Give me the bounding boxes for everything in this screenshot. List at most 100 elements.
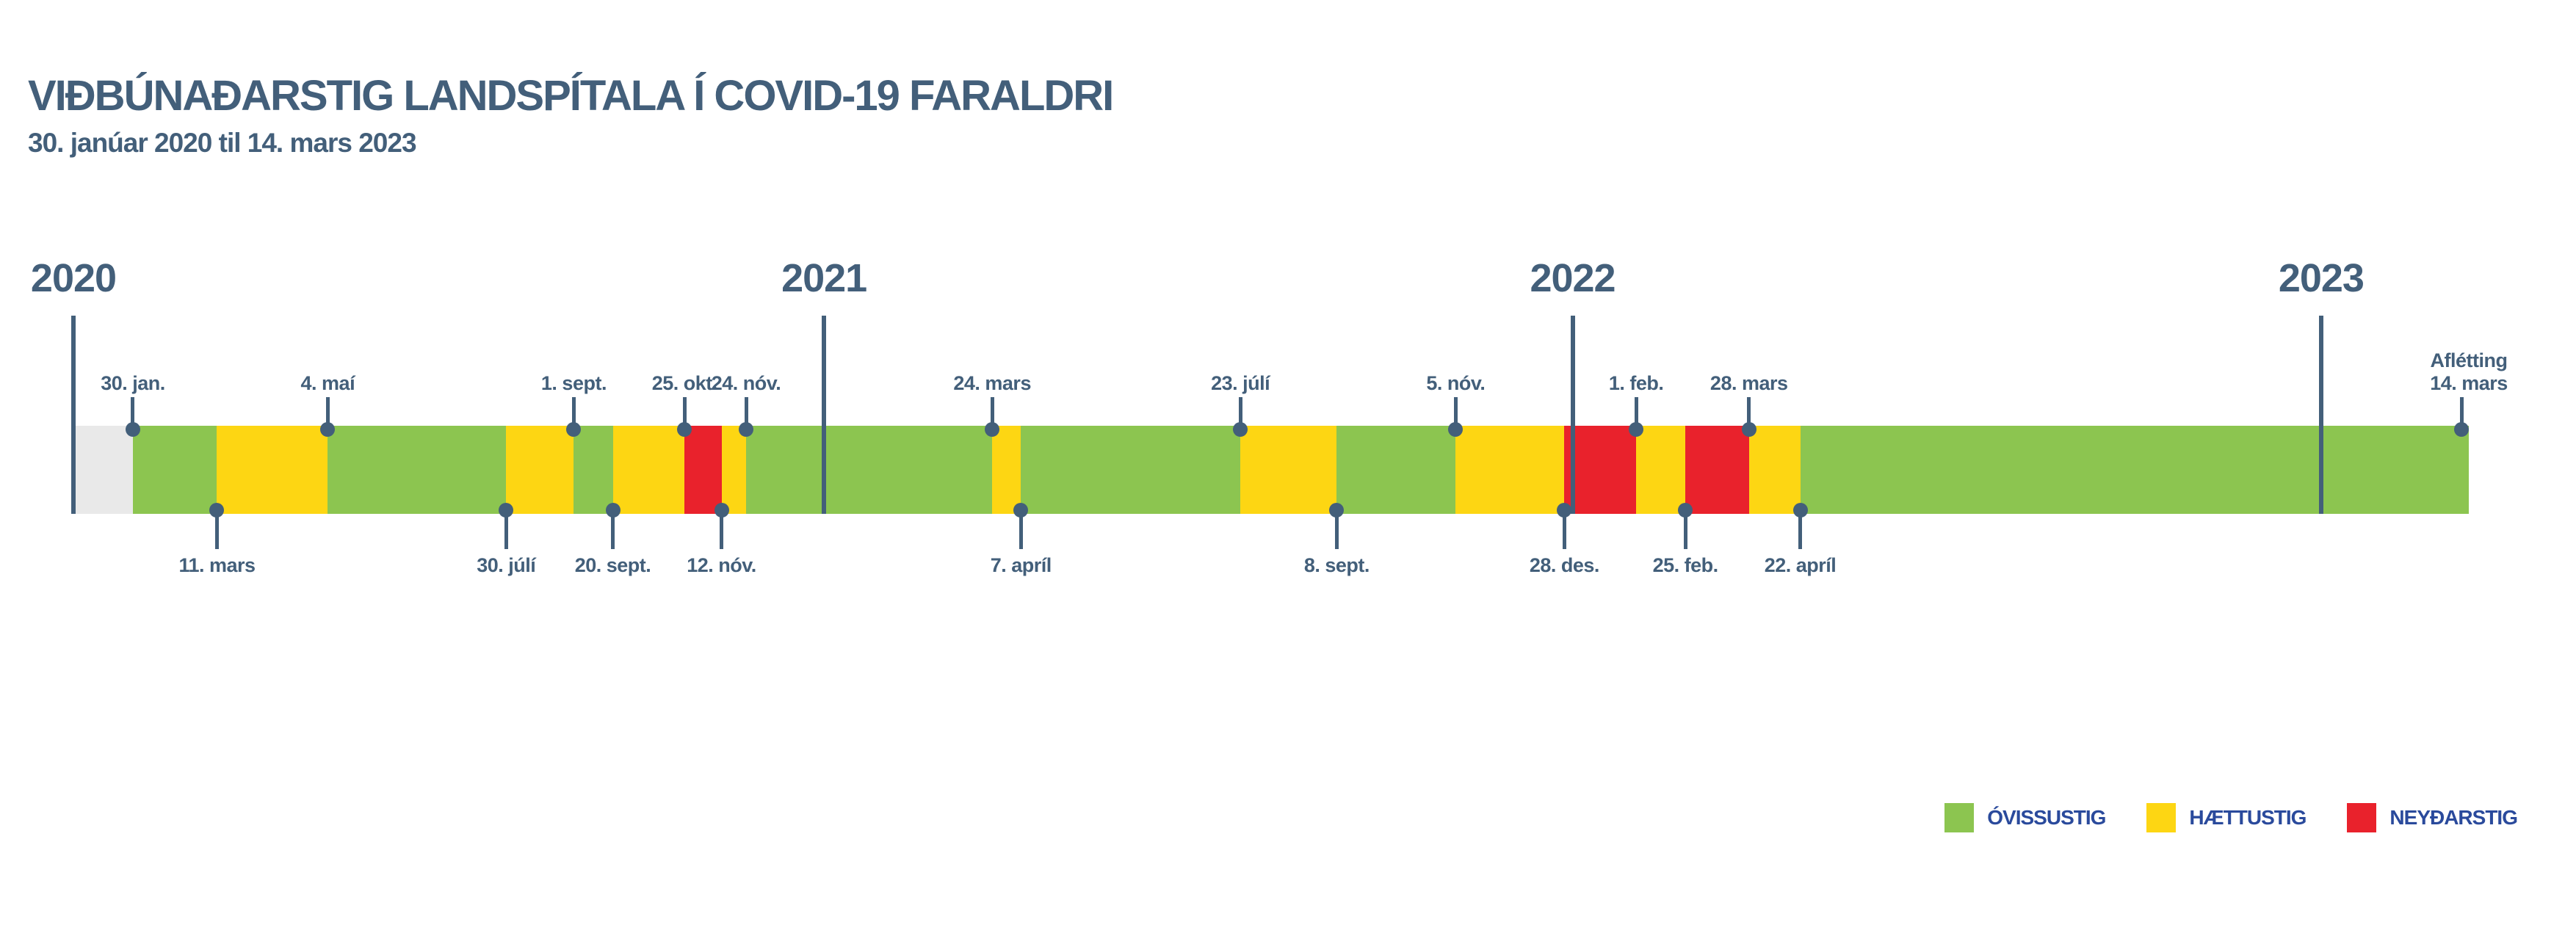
timeline-segment-haettustig [1240, 426, 1337, 514]
legend-item-neydarstig: NEYÐARSTIG [2347, 803, 2518, 832]
legend-label-haettustig: HÆTTUSTIG [2189, 806, 2307, 829]
event-label: 25. feb. [1652, 554, 1719, 576]
event-marker-dot [1741, 422, 1756, 437]
event-marker-dot [1557, 503, 1572, 518]
legend-label-ovissustig: ÓVISSUSTIG [1987, 806, 2106, 829]
event-marker-dot [320, 422, 336, 437]
event-marker-dot [566, 422, 582, 437]
event-label: 28. des. [1529, 554, 1600, 576]
legend-item-ovissustig: ÓVISSUSTIG [1944, 803, 2106, 832]
event-stem [720, 509, 724, 549]
timeline-segment-ovissustig [746, 426, 993, 514]
timeline-segment-neydarstig [684, 426, 722, 514]
event-stem [1334, 509, 1339, 549]
timeline-segment-neydarstig [1564, 426, 1637, 514]
event-stem [325, 397, 330, 431]
event-stem [131, 397, 135, 431]
event-stem [2459, 397, 2464, 431]
year-label-2021: 2021 [781, 256, 867, 300]
event-stem [504, 509, 508, 549]
event-stem [1798, 509, 1803, 549]
timeline-segment-ovissustig [574, 426, 613, 514]
event-label: 22. apríl [1764, 554, 1837, 576]
event-marker-dot [605, 503, 621, 518]
event-marker-dot [1233, 422, 1248, 437]
timeline-segment-haettustig [217, 426, 328, 514]
event-label: 20. sept. [574, 554, 651, 576]
event-label: 28. mars [1710, 371, 1788, 394]
event-label: 25. okt. [651, 371, 718, 394]
event-stem [611, 509, 615, 549]
event-label: 30. júlí [477, 554, 536, 576]
event-stem [1747, 397, 1751, 431]
event-stem [744, 397, 748, 431]
event-label: 4. maí [300, 371, 355, 394]
event-marker-dot [1448, 422, 1464, 437]
event-marker-dot [2454, 422, 2469, 437]
neydarstig-swatch [2347, 803, 2377, 832]
event-stem [1453, 397, 1458, 431]
event-stem [1019, 509, 1023, 549]
event-marker-dot [714, 503, 729, 518]
legend-item-haettustig: HÆTTUSTIG [2146, 803, 2307, 832]
timeline-segment-ovissustig [1336, 426, 1456, 514]
chart-title: VIÐBÚNAÐARSTIG LANDSPÍTALA Í COVID-19 FA… [28, 72, 1114, 120]
event-marker-dot [1329, 503, 1345, 518]
year-line-2020 [71, 316, 76, 514]
event-stem [1683, 509, 1687, 549]
year-line-2023 [2318, 316, 2323, 514]
event-label: 30. jan. [101, 371, 165, 394]
event-marker-dot [739, 422, 754, 437]
year-label-2023: 2023 [2278, 256, 2365, 300]
event-label: 24. mars [953, 371, 1031, 394]
year-line-2021 [822, 316, 827, 514]
timeline-segment-ovissustig [1021, 426, 1241, 514]
timeline-segment-haettustig [992, 426, 1021, 514]
year-label-2022: 2022 [1530, 256, 1616, 300]
event-marker-dot [125, 422, 140, 437]
timeline-segment-haettustig [506, 426, 574, 514]
event-label: 1. sept. [540, 371, 607, 394]
timeline-segment-ovissustig [328, 426, 507, 514]
event-marker-dot [1678, 503, 1693, 518]
year-label-2020: 2020 [30, 256, 117, 300]
timeline-segment-haettustig [1455, 426, 1565, 514]
event-marker-dot [499, 503, 514, 518]
event-stem [990, 397, 994, 431]
event-stem [1634, 397, 1638, 431]
event-label: 7. apríl [990, 554, 1052, 576]
chart-subtitle: 30. janúar 2020 til 14. mars 2023 [28, 128, 417, 158]
event-label: 23. júlí [1211, 371, 1270, 394]
event-stem [571, 397, 576, 431]
event-stem [682, 397, 687, 431]
timeline-segment-haettustig [612, 426, 685, 514]
event-stem [1238, 397, 1242, 431]
event-label: 5. nóv. [1426, 371, 1486, 394]
event-label: 8. sept. [1303, 554, 1370, 576]
event-marker-dot [1792, 503, 1808, 518]
event-marker-dot [1629, 422, 1644, 437]
year-line-2022 [1570, 316, 1575, 514]
event-label: Aflétting 14. mars [2430, 349, 2508, 394]
event-marker-dot [209, 503, 225, 518]
event-marker-dot [985, 422, 1000, 437]
event-marker-dot [1013, 503, 1029, 518]
event-stem [214, 509, 219, 549]
event-label: 24. nóv. [711, 371, 781, 394]
timeline-segment-ovissustig [132, 426, 217, 514]
haettustig-swatch [2146, 803, 2177, 832]
legend: ÓVISSUSTIG HÆTTUSTIG NEYÐARSTIG [1944, 803, 2518, 832]
ovissustig-swatch [1944, 803, 1975, 832]
event-label: 11. mars [178, 554, 256, 576]
event-stem [1562, 509, 1566, 549]
event-label: 12. nóv. [687, 554, 756, 576]
timeline-segment-haettustig [1636, 426, 1686, 514]
timeline-segment-ovissustig [1800, 426, 2469, 514]
event-marker-dot [677, 422, 692, 437]
timeline-segment-none [73, 426, 133, 514]
legend-label-neydarstig: NEYÐARSTIG [2389, 806, 2518, 829]
event-label: 1. feb. [1608, 371, 1664, 394]
timeline-segment-haettustig [1748, 426, 1801, 514]
timeline-segment-haettustig [721, 426, 747, 514]
